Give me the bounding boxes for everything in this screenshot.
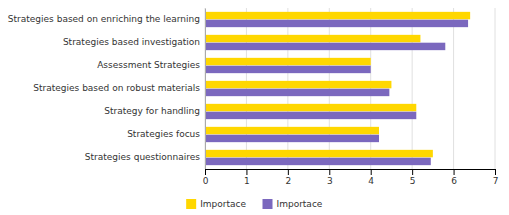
grid-line bbox=[412, 8, 413, 169]
bar bbox=[205, 112, 416, 119]
bar bbox=[205, 89, 389, 96]
grid-line bbox=[495, 8, 496, 169]
y-tick: Assessment Strategies bbox=[97, 60, 205, 70]
bar bbox=[205, 81, 391, 88]
x-tick-line bbox=[412, 169, 413, 175]
bar bbox=[205, 12, 470, 19]
bar-series bbox=[205, 12, 470, 157]
y-tick-label: Assessment Strategies bbox=[97, 60, 200, 70]
x-tick-label: 7 bbox=[493, 176, 499, 186]
bar bbox=[205, 158, 431, 165]
y-axis-line bbox=[205, 9, 206, 170]
bar bbox=[205, 20, 468, 27]
x-tick: 1 bbox=[244, 169, 250, 186]
x-tick-label: 6 bbox=[451, 176, 457, 186]
x-tick-label: 3 bbox=[327, 176, 333, 186]
x-tick-line bbox=[371, 169, 372, 175]
x-tick-label: 4 bbox=[368, 176, 374, 186]
x-tick: 2 bbox=[285, 169, 291, 186]
bar bbox=[205, 35, 420, 42]
legend-swatch bbox=[263, 199, 273, 209]
x-tick: 5 bbox=[410, 169, 416, 186]
x-tick: 6 bbox=[451, 169, 457, 186]
grid-line bbox=[370, 8, 371, 169]
x-tick: 0 bbox=[203, 169, 209, 186]
grid-line bbox=[287, 8, 288, 169]
x-tick-label: 0 bbox=[203, 176, 209, 186]
y-tick: Strategies questionnaires bbox=[85, 152, 205, 162]
y-tick-label: Strategies based on enriching the learni… bbox=[8, 14, 200, 24]
bar bbox=[205, 127, 379, 134]
x-tick: 4 bbox=[368, 169, 374, 186]
y-tick-label: Strategies based on robust materials bbox=[33, 83, 200, 93]
grid-line bbox=[453, 8, 454, 169]
x-tick-line bbox=[246, 169, 247, 175]
y-tick-label: Strategy for handling bbox=[104, 106, 200, 116]
y-tick: Strategy for handling bbox=[104, 106, 205, 116]
x-tick: 7 bbox=[493, 169, 499, 186]
x-tick-label: 1 bbox=[244, 176, 250, 186]
x-tick-line bbox=[288, 169, 289, 175]
y-tick: Strategies based on robust materials bbox=[33, 83, 205, 93]
legend-item: Importace bbox=[263, 199, 323, 209]
legend: Importace Importace bbox=[186, 199, 323, 209]
x-tick-line bbox=[329, 169, 330, 175]
x-tick: 3 bbox=[327, 169, 333, 186]
x-tick-label: 2 bbox=[285, 176, 291, 186]
x-tick-line bbox=[454, 169, 455, 175]
grid bbox=[205, 8, 495, 169]
legend-swatch bbox=[186, 199, 196, 209]
bars bbox=[205, 12, 470, 165]
x-axis-line bbox=[206, 170, 496, 176]
bar bbox=[205, 135, 379, 142]
x-axis: 0 1 2 3 4 5 6 7 bbox=[203, 169, 499, 186]
y-tick-label: Strategies questionnaires bbox=[85, 152, 200, 162]
x-tick-line bbox=[205, 169, 206, 175]
y-tick: Strategies based investigation bbox=[63, 37, 205, 47]
y-tick: Strategies based on enriching the learni… bbox=[8, 14, 205, 24]
bar bbox=[205, 43, 445, 50]
x-tick-line bbox=[495, 169, 496, 175]
bar bbox=[205, 66, 371, 73]
grid-line bbox=[246, 8, 247, 169]
y-tick-label: Strategies based investigation bbox=[63, 37, 200, 47]
x-tick-label: 5 bbox=[410, 176, 416, 186]
legend-label: Importace bbox=[200, 199, 246, 209]
bar-series bbox=[205, 20, 468, 165]
y-tick-label: Strategies focus bbox=[127, 129, 200, 139]
y-tick: Strategies focus bbox=[127, 129, 205, 139]
bar bbox=[205, 104, 416, 111]
chart-svg: Strategies based on enriching the learni… bbox=[0, 0, 509, 215]
y-axis: Strategies based on enriching the learni… bbox=[8, 9, 206, 170]
grid-line bbox=[205, 8, 206, 169]
legend-label: Importace bbox=[277, 199, 323, 209]
bar bbox=[205, 58, 371, 65]
grid-line bbox=[329, 8, 330, 169]
legend-item: Importace bbox=[186, 199, 246, 209]
bar bbox=[205, 150, 433, 157]
